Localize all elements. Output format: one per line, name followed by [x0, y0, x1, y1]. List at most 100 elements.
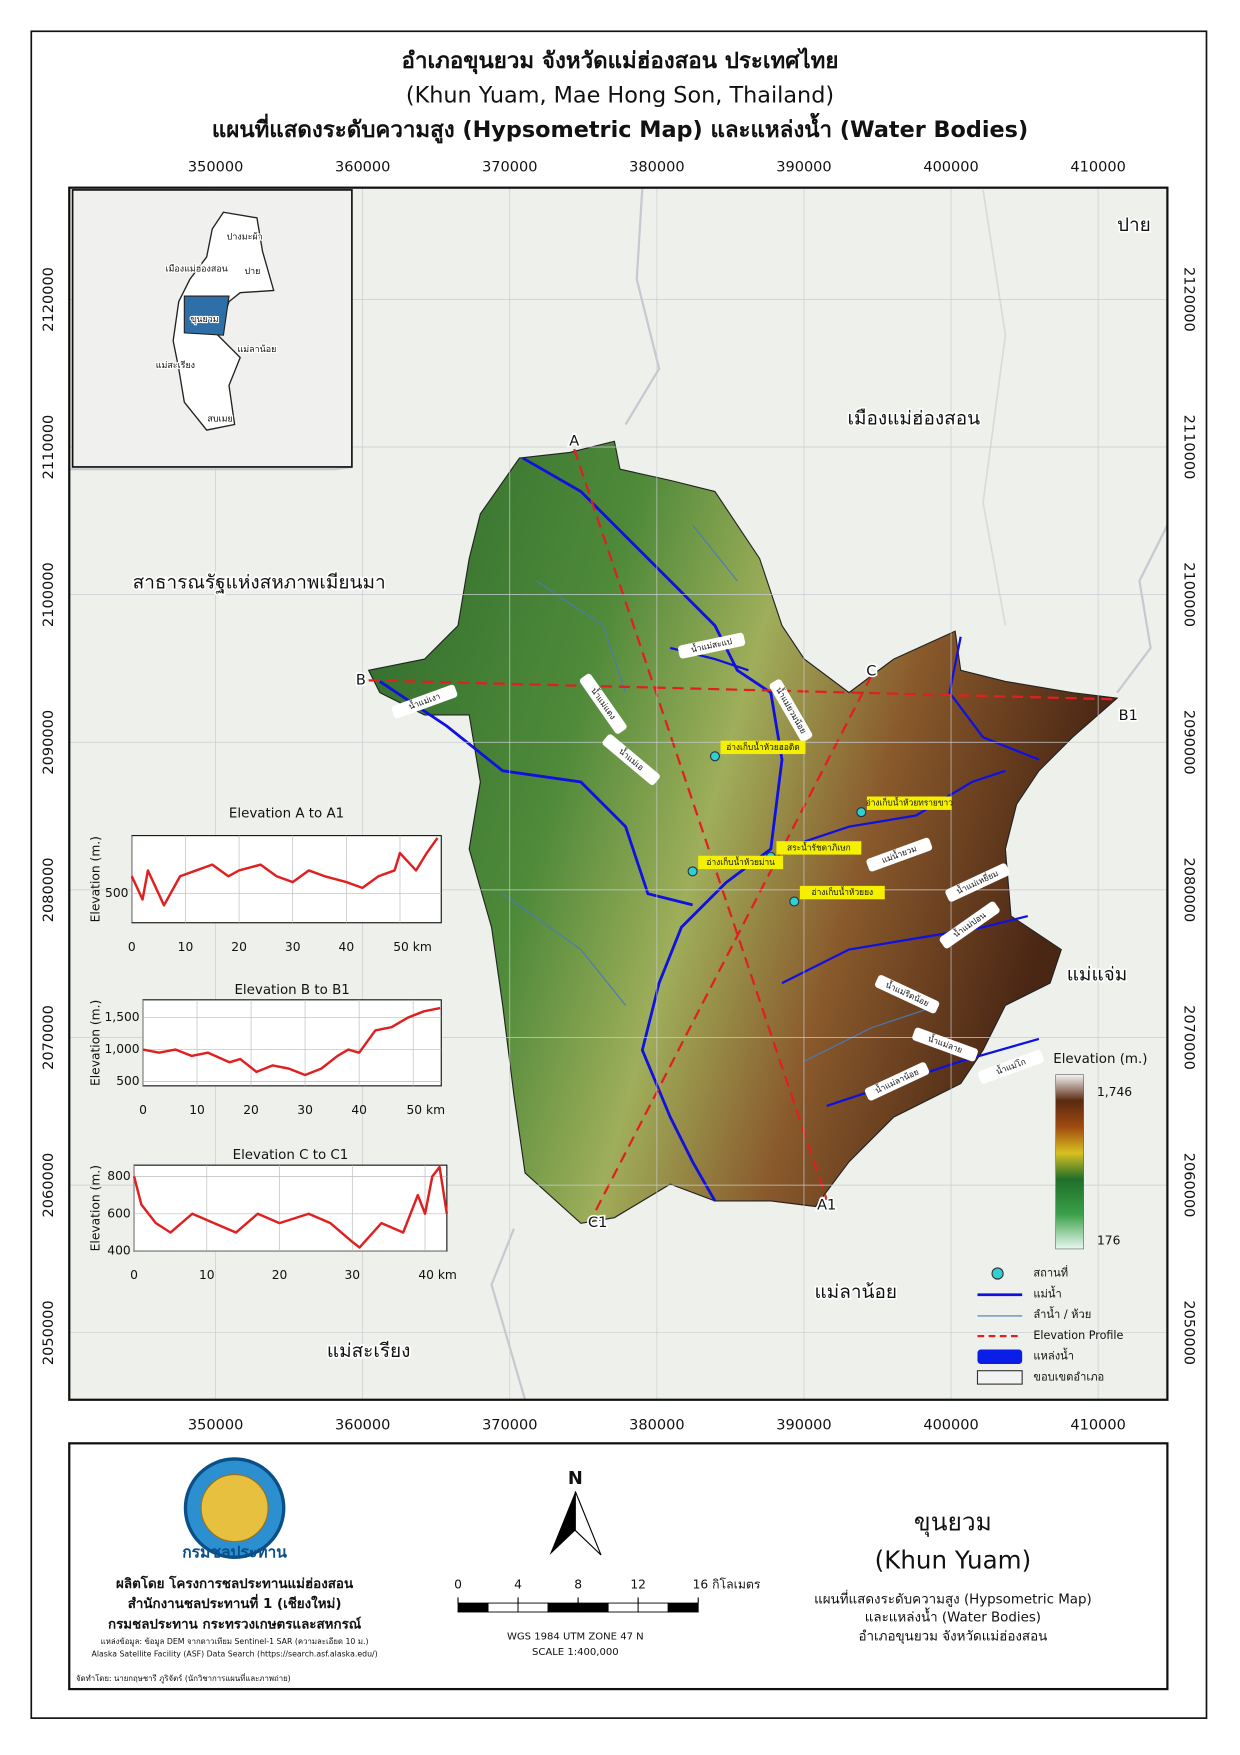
legend-symbol: [976, 1370, 1023, 1385]
producer: สำนักงานชลประทานที่ 1 (เชียงใหม่): [128, 1593, 342, 1612]
water-label-bg: [799, 885, 885, 900]
river-label-bg: [874, 975, 940, 1014]
profile-x-tick: 40 km: [418, 1268, 457, 1282]
profile-x-tick: 0: [139, 1103, 147, 1117]
source: แหล่งข้อมูล: ข้อมูล DEM จากดาวเทียม Sent…: [101, 1637, 369, 1647]
easting-label: 380000: [629, 160, 684, 176]
river-main: [522, 456, 784, 1202]
profile-x-tick: 10: [199, 1268, 215, 1282]
place-label: เมืองแม่ฮ่องสอน: [847, 407, 980, 429]
scale-segment: [607, 1602, 639, 1613]
scale-label: 12: [630, 1578, 646, 1592]
inset-label: เมืองแม่ฮ่องสอน: [165, 264, 227, 275]
profile-y-tick: 1,000: [105, 1042, 140, 1056]
water-label: อ่างเก็บน้ำห้วยม่าน: [706, 856, 775, 867]
river: [781, 914, 1029, 985]
easting-label: 370000: [482, 1417, 537, 1433]
legend-items: สถานที่แม่น้ำลำน้ำ / ห้วย Elevation Profi…: [1033, 1265, 1123, 1384]
legend-min: 176: [1097, 1234, 1121, 1248]
profile-x-tick: 20: [231, 940, 247, 954]
scale-segment: [667, 1602, 699, 1613]
legend-symbol: [977, 1349, 1023, 1365]
river-label-bg: [602, 734, 660, 785]
inset-label: แม่ลาน้อย: [238, 344, 277, 355]
northing-label: 2080000: [1181, 858, 1197, 923]
water-label-bg: [720, 740, 806, 755]
northing-label: 2120000: [1181, 267, 1197, 332]
profile-plot: [142, 999, 442, 1087]
map-scale: SCALE 1:400,000: [532, 1647, 619, 1658]
elevation-ramp: [1055, 1074, 1084, 1250]
easting-label: 390000: [776, 1417, 831, 1433]
easting-label: 400000: [923, 160, 978, 176]
projection: WGS 1984 UTM ZONE 47 N: [507, 1632, 644, 1643]
river-label-bg: [678, 632, 746, 659]
easting-label: 360000: [335, 1417, 390, 1433]
legend-title: Elevation (m.): [1053, 1052, 1147, 1067]
profile-y-tick: 1,500: [105, 1010, 140, 1024]
profile-y-tick: 400: [107, 1244, 130, 1258]
water-body: [856, 807, 867, 818]
water-label: อ่างเก็บน้ำห้วยฮอดิด: [726, 741, 800, 752]
scale-segment: [637, 1602, 669, 1613]
scale-bar: 0 4 8 12 16 กิโลเมตร: [454, 1577, 761, 1613]
producer: กรมชลประทาน กระทรวงเกษตรและสหกรณ์: [108, 1616, 362, 1632]
river-label-bg: [939, 901, 1000, 949]
scale-label: 8: [574, 1578, 582, 1592]
profile-y-tick: 800: [107, 1169, 130, 1183]
boundary: [490, 1228, 527, 1400]
northing-label: 2090000: [1181, 710, 1197, 775]
legend-label: สถานที่: [1033, 1265, 1068, 1280]
title: อำเภอขุนยวม จังหวัดแม่ฮ่องสอน ประเทศไทย: [402, 47, 839, 75]
profile-point: A1: [817, 1197, 836, 1213]
district-terrain: [367, 440, 1119, 1224]
north-label: N: [568, 1468, 583, 1489]
producer: ผลิตโดย โครงการชลประทานแม่ฮ่องสอน: [116, 1575, 354, 1592]
title: (Khun Yuam, Mae Hong Son, Thailand): [406, 83, 834, 109]
easting-label: 400000: [923, 1417, 978, 1433]
profile-point: A: [569, 433, 579, 449]
profile-x-tick: 50 km: [393, 940, 432, 954]
place-label: แม่สะเรียง: [327, 1340, 411, 1362]
profile-line: [130, 837, 439, 907]
water-body: [789, 896, 800, 907]
water-label: อ่างเก็บน้ำห้วยทรายขาว: [866, 797, 954, 808]
source: Alaska Satellite Facility (ASF) Data Sea…: [91, 1649, 377, 1658]
inset-label: ปางมะผ้า: [227, 231, 263, 242]
scale-segment: [457, 1602, 489, 1613]
stream: [502, 524, 939, 1062]
profile-x-tick: 30: [285, 940, 301, 954]
easting-label: 350000: [188, 1417, 243, 1433]
place-label: แม่แจ่ม: [1067, 964, 1128, 986]
northing-label: 2070000: [41, 1005, 57, 1070]
legend: Elevation (m.) 1,746 176 สถานที่แม่น้ำลำ…: [976, 1052, 1147, 1385]
easting-label: 410000: [1070, 1417, 1125, 1433]
profile-x-tick: 10: [189, 1103, 205, 1117]
logo-text: กรมชลประทาน: [182, 1542, 287, 1561]
profile-x-tick: 20: [272, 1268, 288, 1282]
northing-label: 2100000: [1181, 562, 1197, 627]
profile-line: [132, 1165, 449, 1249]
scale-label: 4: [514, 1578, 522, 1592]
profile-line: [591, 675, 873, 1219]
scale-label: 16 กิโลเมตร: [693, 1577, 761, 1592]
northing-label: 2090000: [41, 710, 57, 775]
boundary: [624, 187, 661, 426]
inset-map: [71, 189, 353, 468]
profile-x-tick: 10: [178, 940, 194, 954]
inset-label: สบเมย: [207, 414, 232, 424]
river-label-bg: [912, 1027, 978, 1062]
easting-label: 390000: [776, 160, 831, 176]
map-frame: [68, 186, 1169, 1401]
district-name: ขุนยวม: [914, 1508, 992, 1538]
water-label-bg: [698, 855, 784, 870]
water-label-bg: [776, 841, 862, 855]
legend-label: แหล่งน้ำ: [1033, 1348, 1074, 1363]
profile-line: [142, 1006, 441, 1077]
inset-label: ขุนยวม: [190, 315, 218, 325]
north-arrow: [574, 1491, 602, 1556]
river-label-bg: [978, 1050, 1044, 1084]
description: อำเภอขุนยวม จังหวัดแม่ฮ่องสอน: [859, 1630, 1048, 1645]
easting-label: 380000: [629, 1417, 684, 1433]
easting-label: 370000: [482, 160, 537, 176]
